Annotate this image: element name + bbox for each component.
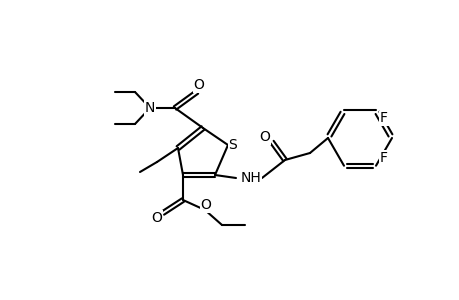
Text: O: O — [151, 211, 162, 225]
Text: O: O — [200, 198, 211, 212]
Text: N: N — [145, 101, 155, 115]
Text: NH: NH — [240, 171, 261, 185]
Text: S: S — [228, 138, 237, 152]
Text: O: O — [259, 130, 270, 144]
Text: F: F — [379, 151, 387, 165]
Text: F: F — [379, 111, 387, 125]
Text: O: O — [193, 78, 204, 92]
